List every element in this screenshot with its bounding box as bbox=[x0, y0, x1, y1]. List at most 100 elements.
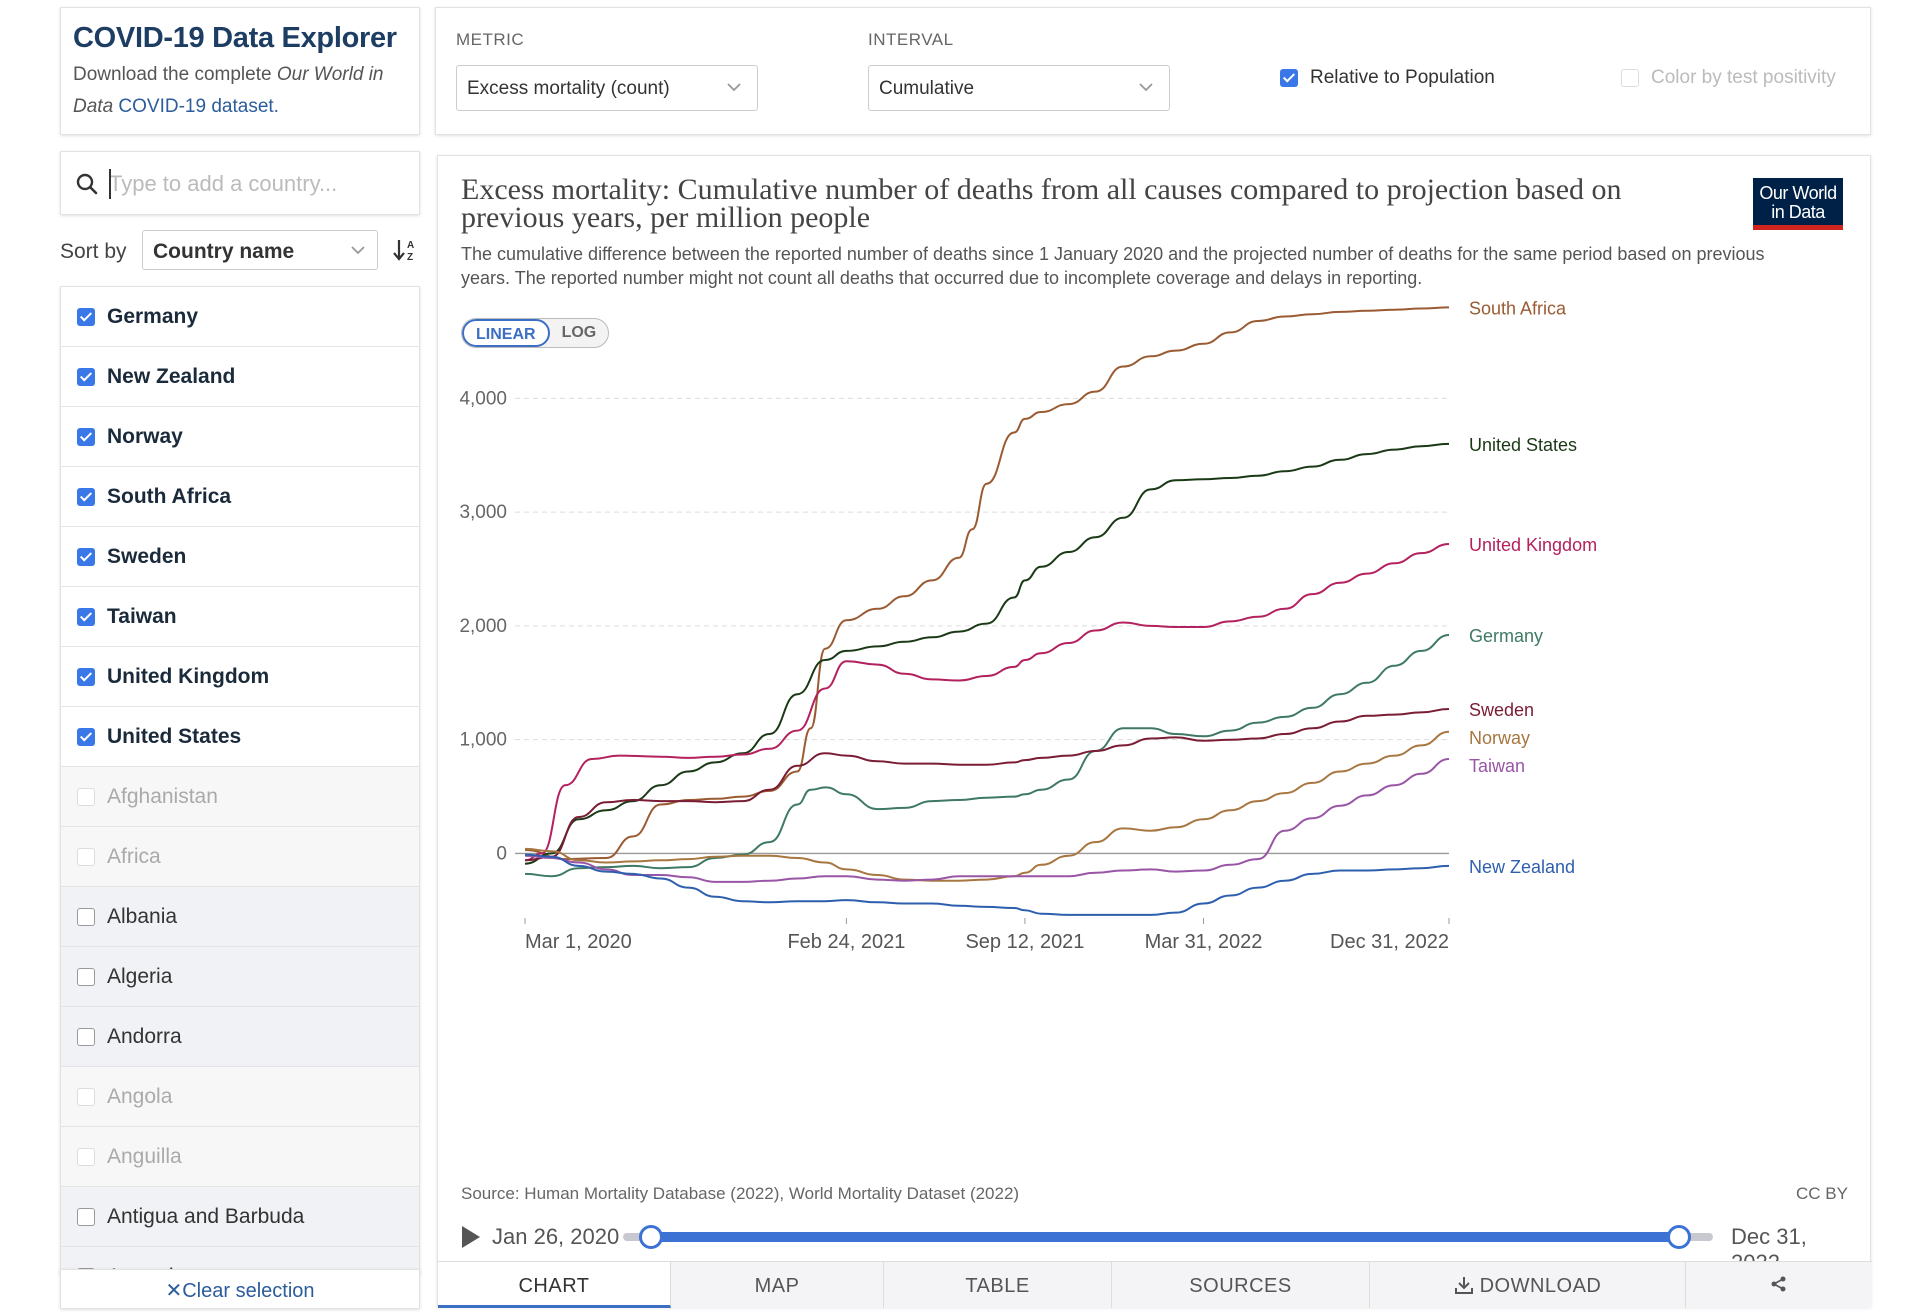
search-input[interactable] bbox=[109, 164, 409, 204]
tab-table[interactable]: TABLE bbox=[884, 1262, 1112, 1308]
country-checkbox[interactable] bbox=[77, 907, 95, 926]
series-label[interactable]: South Africa bbox=[1469, 298, 1567, 318]
series-line[interactable] bbox=[524, 306, 1450, 861]
country-item[interactable]: Germany bbox=[61, 287, 419, 347]
series-line[interactable] bbox=[524, 758, 1450, 883]
play-icon[interactable] bbox=[462, 1226, 480, 1248]
country-checkbox[interactable] bbox=[77, 547, 95, 566]
country-item[interactable]: Andorra bbox=[61, 1007, 419, 1067]
series-label[interactable]: Norway bbox=[1469, 728, 1530, 748]
timeline-start-handle[interactable] bbox=[639, 1225, 663, 1249]
metric-label: METRIC bbox=[456, 30, 525, 49]
chart-title: Excess mortality: Cumulative number of d… bbox=[461, 173, 1622, 234]
country-checkbox[interactable] bbox=[77, 967, 95, 986]
interval-select[interactable]: Cumulative bbox=[868, 65, 1170, 111]
chevron-down-icon bbox=[727, 83, 741, 92]
country-item[interactable]: Albania bbox=[61, 887, 419, 947]
country-item[interactable]: South Africa bbox=[61, 467, 419, 527]
series-label[interactable]: Taiwan bbox=[1469, 756, 1525, 776]
search-icon bbox=[76, 173, 98, 195]
series-line[interactable] bbox=[524, 853, 1450, 916]
interval-value: Cumulative bbox=[879, 78, 975, 99]
country-name: United Kingdom bbox=[107, 664, 270, 688]
country-item[interactable]: New Zealand bbox=[61, 347, 419, 407]
chart-source: Source: Human Mortality Database (2022),… bbox=[461, 1184, 1020, 1203]
series-label[interactable]: United States bbox=[1469, 435, 1577, 455]
dataset-link[interactable]: COVID-19 dataset. bbox=[118, 96, 279, 117]
clear-selection-button[interactable]: ✕Clear selection bbox=[60, 1269, 420, 1309]
x-tick-label: Dec 31, 2022 bbox=[1330, 931, 1449, 953]
relative-to-population-toggle[interactable]: Relative to Population bbox=[1280, 67, 1495, 89]
x-tick-label: Feb 24, 2021 bbox=[787, 931, 905, 953]
country-checkbox[interactable] bbox=[77, 1027, 95, 1046]
country-item[interactable]: Algeria bbox=[61, 947, 419, 1007]
tab-chart[interactable]: CHART bbox=[438, 1262, 671, 1308]
country-item[interactable]: Taiwan bbox=[61, 587, 419, 647]
country-item[interactable]: Antigua and Barbuda bbox=[61, 1187, 419, 1247]
country-name: Germany bbox=[107, 304, 199, 328]
country-search bbox=[60, 151, 420, 215]
series-line[interactable] bbox=[524, 634, 1450, 878]
series-label[interactable]: Sweden bbox=[1469, 700, 1534, 720]
linear-scale-button[interactable]: LINEAR bbox=[462, 319, 550, 347]
country-name: Anguilla bbox=[107, 1144, 182, 1168]
series-label[interactable]: New Zealand bbox=[1469, 857, 1575, 877]
tab-sources[interactable]: SOURCES bbox=[1112, 1262, 1370, 1308]
logo-line-1: Our World bbox=[1759, 183, 1837, 203]
chart-tabs: CHART MAP TABLE SOURCES DOWNLOAD bbox=[438, 1261, 1872, 1308]
timeline-end-handle[interactable] bbox=[1667, 1225, 1691, 1249]
country-item[interactable]: Norway bbox=[61, 407, 419, 467]
sort-label: Sort by bbox=[60, 240, 127, 263]
relative-label: Relative to Population bbox=[1310, 67, 1495, 88]
country-name: Sweden bbox=[107, 544, 187, 568]
tab-download-label: DOWNLOAD bbox=[1479, 1275, 1602, 1297]
relative-checkbox[interactable] bbox=[1280, 69, 1298, 87]
page-title: COVID-19 Data Explorer bbox=[73, 22, 397, 54]
chevron-down-icon bbox=[351, 246, 365, 255]
test-positivity-toggle[interactable]: Color by test positivity bbox=[1621, 67, 1836, 89]
country-name: Antigua and Barbuda bbox=[107, 1204, 305, 1228]
positivity-label: Color by test positivity bbox=[1651, 67, 1836, 88]
country-name: Norway bbox=[107, 424, 183, 448]
series-labels: South Africa United States United Kingdom G… bbox=[1469, 298, 1597, 877]
description-brand: Our World in Data bbox=[73, 64, 384, 117]
owid-logo[interactable]: Our World in Data bbox=[1753, 178, 1843, 230]
x-tick-label: Mar 31, 2022 bbox=[1145, 931, 1263, 953]
series-line[interactable] bbox=[524, 543, 1450, 862]
series-line[interactable] bbox=[524, 708, 1450, 862]
series-label[interactable]: Germany bbox=[1469, 626, 1543, 646]
download-icon bbox=[1454, 1277, 1473, 1294]
country-item[interactable]: Argentina bbox=[61, 1247, 419, 1273]
chart-license[interactable]: CC BY bbox=[1796, 1184, 1848, 1203]
grid bbox=[515, 397, 1449, 855]
controls-bar: METRIC Excess mortality (count) INTERVAL… bbox=[435, 7, 1871, 135]
series-line[interactable] bbox=[524, 442, 1450, 865]
svg-text:A: A bbox=[407, 240, 414, 251]
country-item[interactable]: United States bbox=[61, 707, 419, 767]
sort-order-icon[interactable]: A Z bbox=[392, 236, 420, 264]
country-checkbox[interactable] bbox=[77, 307, 95, 326]
country-checkbox[interactable] bbox=[77, 487, 95, 506]
country-checkbox[interactable] bbox=[77, 427, 95, 446]
country-item[interactable]: United Kingdom bbox=[61, 647, 419, 707]
log-scale-button[interactable]: LOG bbox=[561, 324, 597, 341]
country-checkbox[interactable] bbox=[77, 607, 95, 626]
x-tick-label: Mar 1, 2020 bbox=[525, 931, 632, 953]
tab-download[interactable]: DOWNLOAD bbox=[1370, 1262, 1686, 1308]
country-checkbox[interactable] bbox=[77, 727, 95, 746]
country-checkbox[interactable] bbox=[77, 367, 95, 386]
country-checkbox[interactable] bbox=[77, 1207, 95, 1226]
positivity-checkbox[interactable] bbox=[1621, 69, 1639, 87]
x-tick-label: Sep 12, 2021 bbox=[965, 931, 1084, 953]
country-item[interactable]: Sweden bbox=[61, 527, 419, 587]
sort-select[interactable]: Country name bbox=[142, 230, 378, 270]
metric-select[interactable]: Excess mortality (count) bbox=[456, 65, 758, 111]
explorer-header: COVID-19 Data Explorer Download the comp… bbox=[60, 7, 420, 135]
scale-toggle: LINEAR LOG bbox=[461, 318, 610, 348]
tab-map[interactable]: MAP bbox=[671, 1262, 884, 1308]
y-tick-label: 0 bbox=[496, 843, 507, 864]
country-checkbox[interactable] bbox=[77, 667, 95, 686]
tab-share[interactable] bbox=[1686, 1262, 1872, 1308]
series-line[interactable] bbox=[524, 730, 1450, 882]
series-label[interactable]: United Kingdom bbox=[1469, 535, 1597, 555]
